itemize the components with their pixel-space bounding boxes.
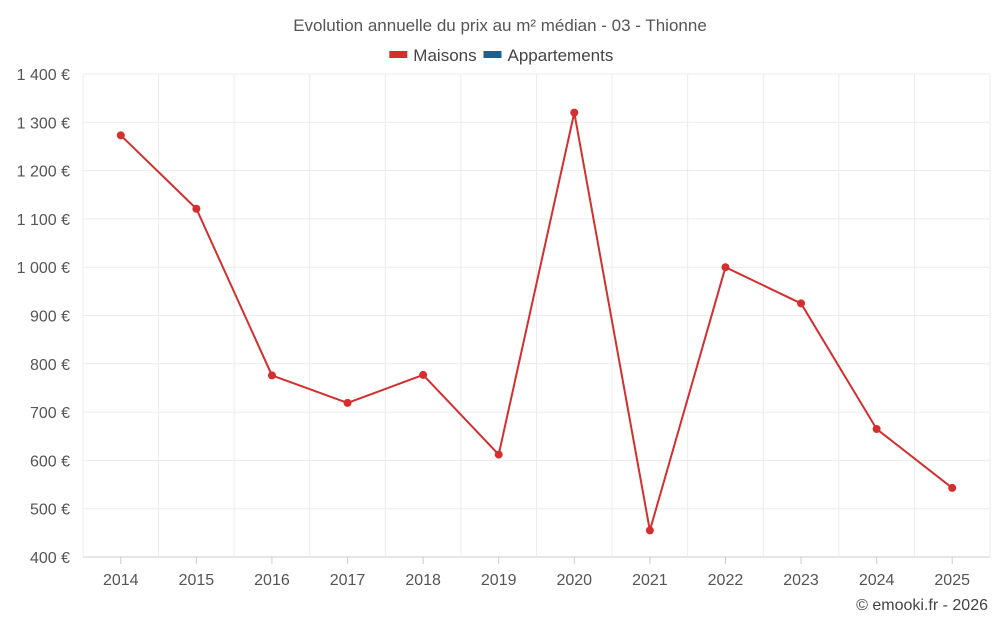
- x-tick-label: 2021: [632, 572, 668, 589]
- series-group: [116, 108, 957, 535]
- x-tick-label: 2017: [330, 572, 366, 589]
- data-point[interactable]: [872, 425, 881, 434]
- x-tick-label: 2025: [934, 572, 970, 589]
- x-tick-label: 2015: [179, 572, 215, 589]
- data-point[interactable]: [419, 370, 428, 379]
- x-tick-label: 2014: [103, 572, 139, 589]
- data-point[interactable]: [343, 398, 352, 407]
- chart-title: Evolution annuelle du prix au m² médian …: [293, 16, 707, 35]
- x-axis: 2014 2015 2016 2017 2018 2019 2020 2021 2022 2023…: [103, 557, 970, 589]
- x-tick-label: 2022: [708, 572, 744, 589]
- data-point[interactable]: [721, 263, 730, 272]
- x-tick-label: 2018: [405, 572, 441, 589]
- legend-label-maisons[interactable]: Maisons: [413, 46, 476, 65]
- y-tick-label: 1 400 €: [17, 67, 70, 84]
- grid: [82, 73, 991, 558]
- legend: Maisons Appartements: [389, 46, 613, 65]
- x-tick-label: 2024: [859, 572, 895, 589]
- y-tick-label: 800 €: [30, 357, 70, 374]
- credit-text: © emooki.fr - 2026: [856, 597, 988, 614]
- data-point[interactable]: [948, 483, 957, 492]
- data-point[interactable]: [645, 526, 654, 535]
- y-tick-label: 1 300 €: [17, 115, 70, 132]
- legend-label-appartements[interactable]: Appartements: [508, 46, 614, 65]
- x-tick-label: 2023: [783, 572, 819, 589]
- x-tick-label: 2016: [254, 572, 290, 589]
- x-tick-label: 2019: [481, 572, 517, 589]
- y-tick-label: 500 €: [30, 502, 70, 519]
- y-tick-label: 1 100 €: [17, 212, 70, 229]
- y-tick-label: 900 €: [30, 309, 70, 326]
- legend-swatch-appartements[interactable]: [483, 51, 502, 58]
- data-point[interactable]: [267, 371, 276, 380]
- data-point[interactable]: [570, 108, 579, 117]
- x-tick-label: 2020: [556, 572, 592, 589]
- data-point[interactable]: [797, 299, 806, 308]
- data-point[interactable]: [192, 204, 201, 213]
- data-point[interactable]: [116, 131, 125, 140]
- legend-swatch-maisons[interactable]: [389, 51, 408, 58]
- y-tick-label: 700 €: [30, 405, 70, 422]
- series-line-maisons: [120, 112, 953, 531]
- y-tick-label: 400 €: [30, 550, 70, 567]
- y-tick-label: 1 000 €: [17, 260, 70, 277]
- y-tick-label: 1 200 €: [17, 164, 70, 181]
- y-tick-label: 600 €: [30, 453, 70, 470]
- data-point[interactable]: [494, 450, 503, 459]
- y-axis: 400 € 500 € 600 € 700 € 800 € 900 € 1 000 € 1 1…: [17, 67, 70, 567]
